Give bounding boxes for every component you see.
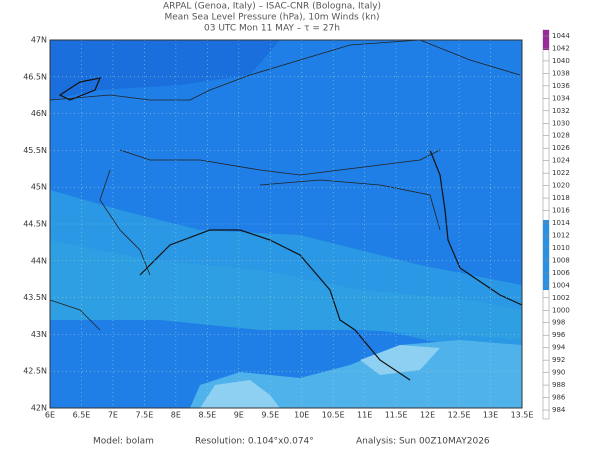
- colorbar-label: 1000: [552, 306, 570, 314]
- lat-label: 46.5N: [23, 72, 47, 81]
- footer-model: Model: bolam: [93, 437, 154, 447]
- colorbar-label: 1002: [552, 294, 570, 302]
- colorbar-label: 996: [552, 331, 566, 339]
- colorbar-label: 1016: [552, 207, 570, 215]
- colorbar-label: 994: [552, 344, 566, 352]
- lon-label: 10E: [294, 411, 309, 420]
- map: [49, 39, 523, 409]
- colorbar-label: 1020: [552, 182, 570, 190]
- colorbar-label: 1028: [552, 132, 570, 140]
- lon-label: 9.5E: [261, 411, 279, 420]
- lon-label: 13.5E: [511, 411, 534, 420]
- colorbar-label: 1010: [552, 244, 570, 252]
- colorbar-label: 1022: [552, 169, 570, 177]
- lat-label: 45.5N: [23, 146, 47, 155]
- lon-label: 8E: [171, 411, 181, 420]
- colorbar-label: 1006: [552, 269, 570, 277]
- lat-label: 44N: [31, 256, 47, 265]
- colorbar-label: 1040: [552, 57, 570, 65]
- colorbar-label: 992: [552, 356, 565, 364]
- colorbar-label: 990: [552, 369, 565, 377]
- title-line: ARPAL (Genoa, Italy) – ISAC-CNR (Bologna…: [163, 2, 381, 12]
- lat-label: 47N: [31, 36, 47, 45]
- lon-label: 7E: [108, 411, 118, 420]
- colorbar-label: 1004: [552, 281, 570, 289]
- colorbar: [542, 29, 550, 420]
- colorbar-label: 1036: [552, 82, 570, 90]
- footer-analysis: Analysis: Sun 00Z10MAY2026: [356, 437, 490, 447]
- colorbar-label: 998: [552, 319, 565, 327]
- colorbar-label: 1018: [552, 194, 570, 202]
- colorbar-label: 1024: [552, 157, 570, 165]
- lat-label: 45N: [31, 183, 47, 192]
- colorbar-label: 1044: [552, 32, 570, 40]
- colorbar-label: 988: [552, 381, 565, 389]
- lat-label: 46N: [31, 109, 47, 118]
- lon-label: 8.5E: [198, 411, 216, 420]
- colorbar-label: 1042: [552, 44, 570, 52]
- colorbar-label: 1034: [552, 94, 570, 102]
- lat-label: 43N: [31, 330, 47, 339]
- lat-label: 42N: [31, 404, 47, 413]
- title-line: Mean Sea Level Pressure (hPa), 10m Winds…: [164, 13, 379, 23]
- colorbar-label: 1038: [552, 69, 570, 77]
- colorbar-label: 1008: [552, 256, 570, 264]
- lat-label: 44.5N: [23, 220, 47, 229]
- lat-label: 42.5N: [23, 367, 47, 376]
- footer-resolution: Resolution: 0.104°x0.074°: [195, 437, 314, 447]
- lon-label: 6.5E: [73, 411, 91, 420]
- colorbar-label: 1014: [552, 219, 570, 227]
- lon-label: 11E: [357, 411, 372, 420]
- colorbar-label: 1012: [552, 231, 570, 239]
- lon-label: 10.5E: [322, 411, 345, 420]
- lon-label: 12.5E: [448, 411, 471, 420]
- colorbar-label: 1026: [552, 144, 570, 152]
- title-line: 03 UTC Mon 11 MAY – τ = 27h: [204, 24, 340, 34]
- lon-label: 7.5E: [136, 411, 154, 420]
- lon-label: 6E: [45, 411, 55, 420]
- lon-label: 11.5E: [385, 411, 408, 420]
- colorbar-label: 986: [552, 394, 566, 402]
- colorbar-label: 1030: [552, 119, 570, 127]
- lat-label: 43.5N: [23, 293, 47, 302]
- colorbar-label: 1032: [552, 107, 570, 115]
- lon-label: 12E: [420, 411, 435, 420]
- colorbar-label: 984: [552, 406, 566, 414]
- lon-label: 9E: [234, 411, 244, 420]
- lon-label: 13E: [483, 411, 498, 420]
